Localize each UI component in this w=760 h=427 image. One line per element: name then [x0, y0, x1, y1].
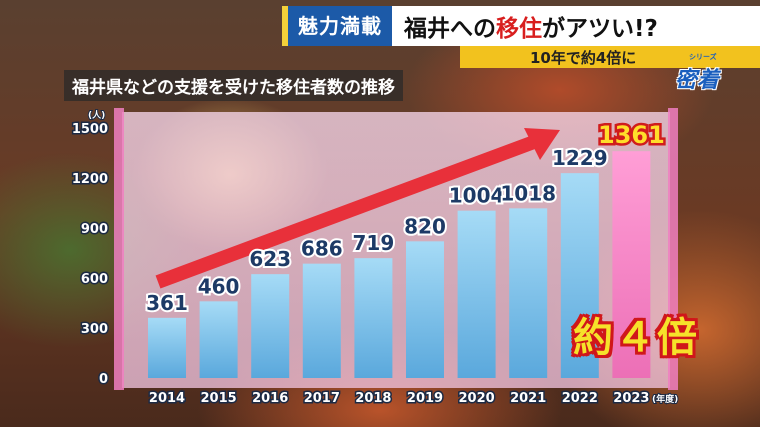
value-label-2015: 460	[198, 274, 240, 298]
x-tick-label-2017: 2017	[304, 391, 340, 406]
x-tick-label-2016: 2016	[252, 391, 288, 406]
bar-2022	[560, 173, 599, 378]
value-label-2020: 1004	[449, 184, 505, 208]
bar-2018	[354, 258, 393, 378]
logo-small-text: シリーズ	[689, 53, 717, 61]
bar-2019	[406, 241, 444, 378]
bar-2017	[302, 263, 341, 378]
bar-2020	[457, 210, 496, 378]
subheader-banner: 10年で約4倍に	[460, 46, 760, 68]
header-title-highlight: 移住	[496, 16, 542, 42]
header-title-post: がアツい!?	[542, 16, 658, 42]
y-tick-label: 1500	[72, 122, 108, 137]
value-label-2021: 1018	[500, 181, 556, 205]
y-tick-label: 900	[81, 222, 108, 237]
value-label-2019: 820	[404, 214, 446, 238]
x-tick-label-2014: 2014	[149, 391, 185, 406]
chart-title: 福井県などの支援を受けた移住者数の推移	[64, 70, 403, 101]
x-tick-label-2019: 2019	[407, 391, 443, 406]
trend-arrow-shaft	[155, 132, 545, 289]
growth-annotation: 約４倍	[573, 314, 699, 361]
header-tag: 魅力満載	[288, 6, 392, 46]
x-tick-label-2018: 2018	[355, 391, 391, 406]
y-tick-label: 1200	[72, 172, 108, 187]
bar-2015	[199, 301, 238, 378]
y-tick-label: 0	[99, 372, 108, 387]
header-bar: 魅力満載 福井への移住がアツい!?	[282, 6, 760, 46]
header-title-pre: 福井への	[404, 16, 496, 42]
value-label-2014: 361	[146, 291, 188, 315]
x-tick-label-2022: 2022	[562, 391, 598, 406]
program-logo: シリーズ 密着	[675, 52, 755, 93]
chart-right-edge	[668, 108, 678, 390]
bar-2016	[251, 274, 290, 378]
value-label-2017: 686	[301, 237, 343, 261]
y-tick-label: 600	[81, 272, 108, 287]
value-label-2023: 1361	[598, 121, 665, 149]
x-tick-label-2015: 2015	[201, 391, 237, 406]
y-tick-label: 300	[81, 322, 108, 337]
x-tick-label-2020: 2020	[459, 391, 495, 406]
value-label-2022: 1229	[552, 146, 608, 170]
x-tick-label-2023: 2023	[613, 391, 649, 406]
x-tick-label-2021: 2021	[510, 391, 546, 406]
value-label-2018: 719	[353, 231, 395, 255]
logo-text: 密着	[675, 68, 720, 93]
bar-2021	[509, 208, 548, 378]
trend-arrow-head	[524, 128, 560, 160]
header-title: 福井への移住がアツい!?	[392, 9, 658, 43]
bar-2014	[148, 317, 186, 378]
x-unit-label: (年度)	[652, 393, 678, 405]
y-unit-label: (人)	[88, 109, 105, 121]
chart-left-edge	[114, 108, 124, 390]
bar-2023	[612, 151, 651, 378]
value-label-2016: 623	[249, 247, 291, 271]
